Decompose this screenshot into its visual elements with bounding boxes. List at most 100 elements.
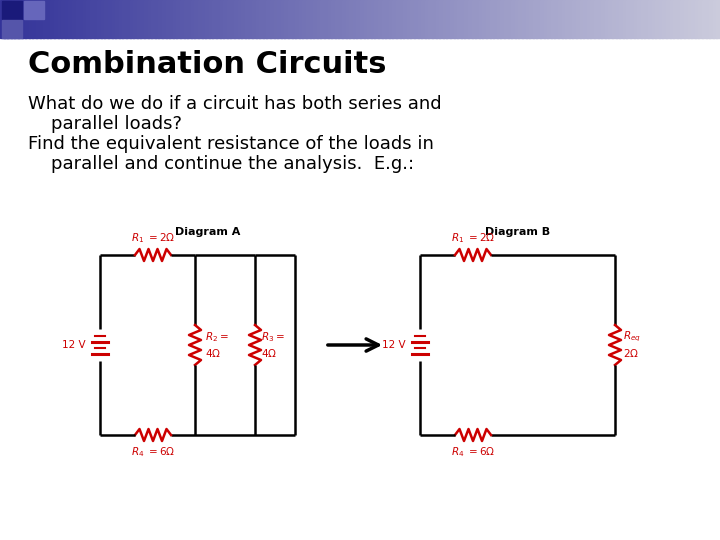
Bar bbox=[284, 0, 289, 38]
Text: $R_4\ =6\Omega$: $R_4\ =6\Omega$ bbox=[131, 445, 175, 459]
Bar bbox=[659, 0, 663, 38]
Bar bbox=[644, 0, 649, 38]
Bar bbox=[173, 0, 177, 38]
Bar bbox=[202, 0, 206, 38]
Bar bbox=[313, 0, 318, 38]
Bar bbox=[554, 0, 559, 38]
Bar bbox=[32, 0, 37, 38]
Bar bbox=[72, 0, 76, 38]
Bar bbox=[418, 0, 422, 38]
Bar bbox=[666, 0, 670, 38]
Bar bbox=[670, 0, 674, 38]
Bar bbox=[234, 0, 238, 38]
Bar bbox=[184, 0, 188, 38]
Bar bbox=[43, 0, 48, 38]
Bar bbox=[94, 0, 98, 38]
Bar bbox=[626, 0, 631, 38]
Bar bbox=[144, 0, 148, 38]
Bar bbox=[634, 0, 638, 38]
Bar bbox=[590, 0, 595, 38]
Bar bbox=[389, 0, 393, 38]
Bar bbox=[479, 0, 483, 38]
Bar bbox=[281, 0, 285, 38]
Bar bbox=[328, 0, 332, 38]
Text: Combination Circuits: Combination Circuits bbox=[28, 50, 387, 79]
Bar bbox=[461, 0, 465, 38]
Bar bbox=[133, 0, 138, 38]
Bar bbox=[288, 0, 292, 38]
Text: $R_{eq}$: $R_{eq}$ bbox=[623, 330, 641, 344]
Bar bbox=[151, 0, 156, 38]
Bar bbox=[414, 0, 418, 38]
Bar bbox=[230, 0, 235, 38]
Bar bbox=[18, 0, 22, 38]
Bar bbox=[508, 0, 512, 38]
Bar bbox=[108, 0, 112, 38]
Bar bbox=[601, 0, 606, 38]
Bar bbox=[76, 0, 80, 38]
Text: 12 V: 12 V bbox=[382, 340, 406, 350]
Bar bbox=[140, 0, 145, 38]
Bar bbox=[317, 0, 321, 38]
Bar bbox=[4, 0, 8, 38]
Bar bbox=[382, 0, 386, 38]
Bar bbox=[86, 0, 91, 38]
Bar bbox=[385, 0, 390, 38]
Bar bbox=[698, 0, 703, 38]
Bar bbox=[65, 0, 69, 38]
Bar bbox=[464, 0, 469, 38]
Bar bbox=[97, 0, 102, 38]
Bar bbox=[396, 0, 400, 38]
Bar bbox=[320, 0, 325, 38]
Text: $R_2=$: $R_2=$ bbox=[205, 330, 229, 344]
Bar bbox=[310, 0, 314, 38]
Bar bbox=[209, 0, 213, 38]
Bar bbox=[54, 0, 58, 38]
Text: parallel and continue the analysis.  E.g.:: parallel and continue the analysis. E.g.… bbox=[28, 155, 414, 173]
Bar bbox=[47, 0, 51, 38]
Bar bbox=[518, 0, 523, 38]
Bar bbox=[25, 0, 30, 38]
Bar bbox=[688, 0, 692, 38]
Bar bbox=[2, 1, 22, 19]
Bar bbox=[166, 0, 170, 38]
Bar bbox=[266, 0, 271, 38]
Bar bbox=[223, 0, 228, 38]
Bar bbox=[526, 0, 530, 38]
Bar bbox=[486, 0, 490, 38]
Bar bbox=[119, 0, 123, 38]
Bar bbox=[569, 0, 573, 38]
Text: Find the equivalent resistance of the loads in: Find the equivalent resistance of the lo… bbox=[28, 135, 434, 153]
Bar bbox=[36, 0, 40, 38]
Bar bbox=[306, 0, 310, 38]
Bar bbox=[500, 0, 505, 38]
Bar bbox=[432, 0, 436, 38]
Bar bbox=[7, 0, 12, 38]
Bar bbox=[104, 0, 109, 38]
Bar bbox=[540, 0, 544, 38]
Bar bbox=[677, 0, 681, 38]
Bar bbox=[612, 0, 616, 38]
Bar bbox=[608, 0, 613, 38]
Bar bbox=[641, 0, 645, 38]
Bar bbox=[58, 0, 62, 38]
Bar bbox=[648, 0, 652, 38]
Bar bbox=[353, 0, 357, 38]
Bar bbox=[212, 0, 217, 38]
Bar bbox=[443, 0, 447, 38]
Text: $R_3=$: $R_3=$ bbox=[261, 330, 284, 344]
Bar bbox=[536, 0, 541, 38]
Bar bbox=[403, 0, 408, 38]
Bar bbox=[623, 0, 627, 38]
Bar bbox=[180, 0, 184, 38]
Bar bbox=[619, 0, 624, 38]
Bar bbox=[551, 0, 555, 38]
Bar bbox=[40, 0, 44, 38]
Bar bbox=[522, 0, 526, 38]
Bar bbox=[14, 0, 19, 38]
Bar bbox=[79, 0, 84, 38]
Bar bbox=[529, 0, 534, 38]
Bar bbox=[598, 0, 602, 38]
Bar bbox=[187, 0, 192, 38]
Bar bbox=[439, 0, 444, 38]
